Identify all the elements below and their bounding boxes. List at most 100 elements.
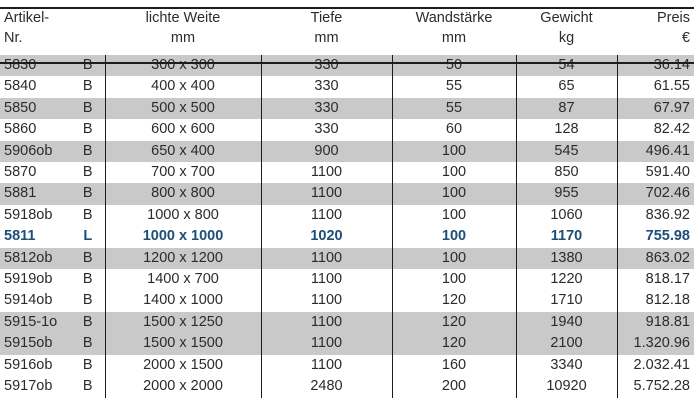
dimension-separator: x xyxy=(179,142,187,159)
table-row[interactable]: 5914ob B 1400 x 1000 1100 120 1710 812.18 xyxy=(0,290,694,312)
cell-preis: 818.17 xyxy=(616,269,694,291)
cell-preis: 2.032.41 xyxy=(616,354,694,377)
table-row[interactable]: 5906ob B 650 x 400 900 100 545 496.41 xyxy=(0,140,694,163)
dimension-depth: 1500 xyxy=(190,356,223,373)
cell-tiefe: 1100 xyxy=(260,333,392,355)
cell-type-tag: B xyxy=(71,76,105,98)
dimension-separator: x xyxy=(178,228,188,245)
dimension-separator: x xyxy=(179,57,187,73)
dimension-separator: x xyxy=(179,356,187,373)
column-header-artikel: Artikel- Nr. xyxy=(0,0,71,55)
dimension-pair: 300 x 300 xyxy=(151,55,215,76)
column-header-gewicht-line2: kg xyxy=(558,30,575,46)
cell-wandstaerke: 100 xyxy=(391,226,516,248)
table-row[interactable]: 5915ob B 1500 x 1500 1100 120 2100 1.320.96 xyxy=(0,333,694,355)
cell-preis: 918.81 xyxy=(616,311,694,334)
dimension-pair: 1400 x 1000 xyxy=(143,290,223,311)
dimension-pair: 400 x 400 xyxy=(151,76,215,97)
table-row[interactable]: 5811 L 1000 x 1000 1020 100 1170 755.98 xyxy=(0,226,694,248)
cell-wandstaerke: 50 xyxy=(391,55,516,77)
cell-gewicht: 54 xyxy=(515,55,617,77)
dimension-pair: 1000 x 800 xyxy=(147,205,219,226)
table-row[interactable]: 5918ob B 1000 x 800 1100 100 1060 836.92 xyxy=(0,204,694,227)
cell-gewicht: 1220 xyxy=(515,269,617,291)
dimension-width: 1000 xyxy=(142,228,175,245)
dimension-width: 1200 xyxy=(143,249,176,266)
table-row[interactable]: 5916ob B 2000 x 1500 1100 160 3340 2.032.41 xyxy=(0,354,694,377)
cell-gewicht: 2100 xyxy=(515,333,617,355)
cell-wandstaerke: 100 xyxy=(391,140,516,163)
dimension-depth: 400 xyxy=(190,142,215,159)
dimension-width: 2000 xyxy=(143,378,176,395)
cell-type-tag: B xyxy=(71,140,105,163)
column-header-wandstaerke-line2: mm xyxy=(441,30,467,46)
dimension-pair: 650 x 400 xyxy=(151,141,215,162)
cell-tiefe: 330 xyxy=(260,119,392,141)
column-header-artikel-line1: Artikel- xyxy=(4,10,50,26)
table-header: Artikel- Nr. lichte Weite mm xyxy=(0,0,694,55)
dimension-separator: x xyxy=(179,313,187,330)
cell-tiefe: 2480 xyxy=(260,376,392,398)
cell-type-tag: B xyxy=(71,55,105,77)
table-header-rule xyxy=(0,62,694,64)
cell-lichte-weite: 1200 x 1200 xyxy=(104,247,261,270)
dimension-width: 700 xyxy=(151,164,176,181)
cell-wandstaerke: 55 xyxy=(391,97,516,120)
table-row[interactable]: 5870 B 700 x 700 1100 100 850 591.40 xyxy=(0,162,694,184)
column-header-gewicht: Gewicht kg xyxy=(516,0,617,55)
table-row[interactable]: 5917ob B 2000 x 2000 2480 200 10920 5.752.28 xyxy=(0,376,694,398)
column-header-gewicht-line1: Gewicht xyxy=(540,10,593,26)
table-row[interactable]: 5840 B 400 x 400 330 55 65 61.55 xyxy=(0,76,694,98)
column-header-tiefe-line1: Tiefe xyxy=(310,10,343,26)
column-header-tiefe-line2: mm xyxy=(314,30,339,46)
table-row[interactable]: 5812ob B 1200 x 1200 1100 100 1380 863.02 xyxy=(0,247,694,270)
cell-type-tag: B xyxy=(71,354,105,377)
cell-tiefe: 1100 xyxy=(260,183,392,205)
cell-artikel-nr: 5860 xyxy=(0,119,71,141)
dimension-width: 1500 xyxy=(143,335,176,352)
cell-wandstaerke: 120 xyxy=(391,290,516,312)
table-row[interactable]: 5850 B 500 x 500 330 55 87 67.97 xyxy=(0,97,694,120)
cell-type-tag: B xyxy=(71,247,105,270)
dimension-separator: x xyxy=(179,185,187,202)
table-row[interactable]: 5915-1o B 1500 x 1250 1100 120 1940 918.81 xyxy=(0,311,694,334)
table-row[interactable]: 5860 B 600 x 600 330 60 128 82.42 xyxy=(0,119,694,141)
cell-gewicht: 3340 xyxy=(515,354,617,377)
dimension-pair: 1400 x 700 xyxy=(147,269,219,290)
cell-preis: 702.46 xyxy=(616,183,694,205)
cell-preis: 591.40 xyxy=(616,162,694,184)
column-header-preis: Preis € xyxy=(617,0,694,55)
dimension-width: 1400 xyxy=(143,292,176,309)
table-row[interactable]: 5919ob B 1400 x 700 1100 100 1220 818.17 xyxy=(0,269,694,291)
dimension-depth: 800 xyxy=(194,206,219,223)
cell-wandstaerke: 100 xyxy=(391,183,516,205)
cell-preis: 5.752.28 xyxy=(616,376,694,398)
column-header-preis-line2: € xyxy=(681,30,690,46)
cell-preis: 812.18 xyxy=(616,290,694,312)
dimension-depth: 1250 xyxy=(190,313,223,330)
cell-type-tag: B xyxy=(71,290,105,312)
column-header-wandstaerke-line1: Wandstärke xyxy=(415,10,493,26)
dimension-separator: x xyxy=(179,78,187,95)
table-row[interactable]: 5830 B 300 x 300 330 50 54 36.14 xyxy=(0,55,694,77)
header-row: Artikel- Nr. lichte Weite mm xyxy=(0,0,694,55)
table-row[interactable]: 5881 B 800 x 800 1100 100 955 702.46 xyxy=(0,183,694,205)
cell-artikel-nr: 5840 xyxy=(0,76,71,98)
cell-lichte-weite: 600 x 600 xyxy=(104,119,261,141)
dimension-pair: 1500 x 1250 xyxy=(143,312,223,333)
dimension-depth: 600 xyxy=(190,121,215,138)
cell-type-tag: B xyxy=(71,119,105,141)
cell-preis: 36.14 xyxy=(616,55,694,77)
cell-wandstaerke: 100 xyxy=(391,162,516,184)
cell-preis: 496.41 xyxy=(616,140,694,163)
dimension-width: 1000 xyxy=(147,206,180,223)
cell-wandstaerke: 160 xyxy=(391,354,516,377)
cell-type-tag: B xyxy=(71,97,105,120)
cell-type-tag: B xyxy=(71,376,105,398)
cell-tiefe: 900 xyxy=(260,140,392,163)
cell-tiefe: 1100 xyxy=(260,354,392,377)
dimension-separator: x xyxy=(179,335,187,352)
dimension-width: 600 xyxy=(151,121,176,138)
column-header-tiefe: Tiefe mm xyxy=(261,0,392,55)
cell-tiefe: 1100 xyxy=(260,269,392,291)
